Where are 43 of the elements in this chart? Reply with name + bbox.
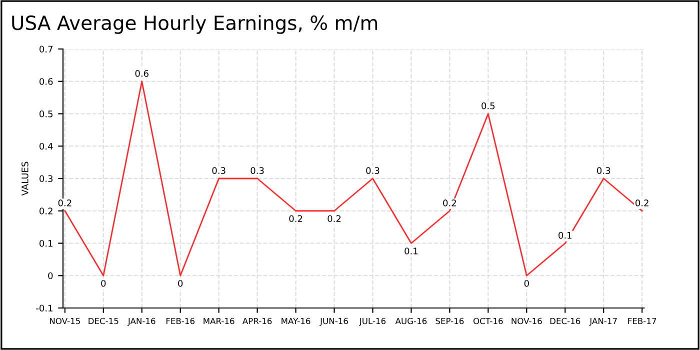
x-tick-label: NOV-15 [50,318,80,324]
y-tick-label: 0.1 [40,240,52,247]
x-tick-label: SEP-16 [436,318,464,324]
data-label: 0.3 [212,167,226,174]
x-tick-label: JAN-16 [128,318,156,326]
x-tick-label: DEC-16 [550,318,580,324]
y-tick-label: 0 [48,272,53,280]
y-tick-label: 0.7 [40,46,53,53]
data-label: 0.1 [404,248,418,254]
x-tick-label: DEC-15 [88,318,118,324]
y-axis-title: VALUES [22,162,28,196]
data-label: 0.2 [289,215,302,222]
data-label: 0.2 [58,200,72,206]
data-label: 0 [101,280,106,287]
x-tick-label: FEB-17 [628,318,656,324]
data-label: 0 [524,280,529,287]
y-tick-label: 0.4 [40,142,53,150]
x-tick-label: FEB-16 [166,318,195,324]
data-label: 0.1 [558,232,572,239]
x-tick-label: NOV-16 [512,318,542,324]
data-label: 0.3 [597,167,610,174]
data-label: 0.3 [366,167,380,174]
x-tick-label: AUG-16 [395,318,427,324]
x-tick-label: MAY-16 [282,318,310,324]
data-label: 0.5 [482,102,495,110]
data-label: 0.2 [328,215,341,222]
x-tick-label: JUL-16 [358,318,386,326]
x-tick-label: MAR-16 [204,318,234,324]
x-tick-label: OCT-16 [473,318,503,324]
data-label: 0.2 [443,200,456,206]
data-label: 0.2 [635,200,648,206]
y-tick-label: -0.1 [36,304,52,312]
data-label: 0.3 [250,167,264,174]
chart-title: USA Average Hourly Earnings, % m/m [12,15,378,34]
y-tick-label: 0.3 [40,175,53,182]
data-label: 0.6 [135,70,148,77]
data-label: 0 [178,280,183,287]
y-tick-label: 0.5 [40,110,52,118]
x-tick-label: JUN-16 [320,318,348,326]
y-tick-label: 0.2 [40,208,52,214]
x-tick-label: APR-16 [242,318,272,324]
x-tick-label: JAN-17 [589,318,617,326]
y-tick-label: 0.6 [40,78,53,85]
